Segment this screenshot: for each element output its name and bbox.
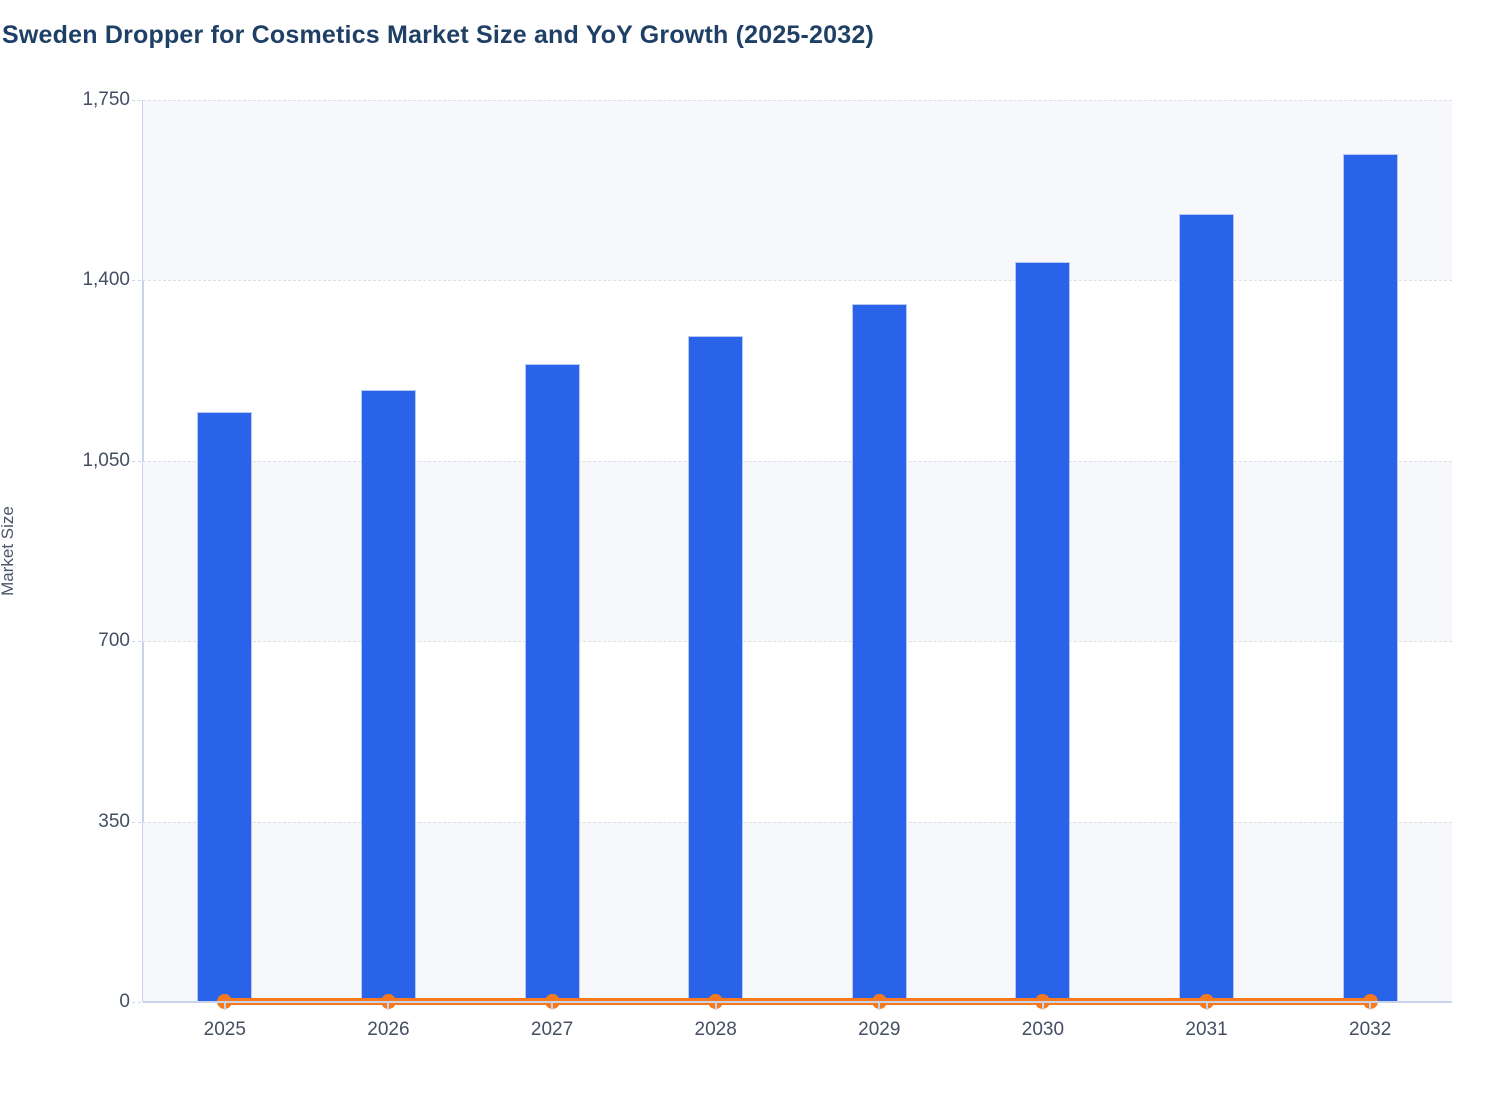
x-tick-label-2032: 2032 [1349, 1019, 1392, 1040]
x-tick-mark [1205, 1003, 1208, 1010]
y-tick-mark [132, 460, 141, 462]
y-tick-mark [132, 1002, 141, 1003]
x-tick-label-2025: 2025 [203, 1019, 246, 1040]
y-gridline [143, 821, 1452, 823]
bar-2025 [197, 411, 253, 1002]
y-tick-mark [132, 100, 141, 101]
y-axis-title: Market Size [0, 506, 17, 596]
y-tick-mark [132, 641, 141, 643]
chart-title: Sweden Dropper for Cosmetics Market Size… [2, 20, 874, 49]
y-tick-mark [132, 821, 141, 823]
bar-2027 [524, 363, 580, 1002]
y-tick-label: 1,050 [82, 449, 130, 471]
y-gridline [143, 460, 1452, 462]
plot-band [143, 821, 1452, 1002]
x-tick-mark [1041, 1003, 1044, 1010]
x-tick-mark [223, 1003, 226, 1010]
x-tick-label-2031: 2031 [1185, 1019, 1228, 1040]
plot-band [143, 100, 1452, 281]
plot-area [143, 100, 1452, 1009]
x-tick-label-2030: 2030 [1021, 1019, 1065, 1040]
x-tick-mark [551, 1003, 554, 1010]
bar-2026 [360, 389, 416, 1002]
y-gridline [143, 100, 1452, 101]
x-tick-mark [387, 1003, 390, 1010]
bar-2028 [688, 336, 744, 1002]
x-tick-mark [878, 1003, 881, 1010]
y-gridline [143, 280, 1452, 282]
x-tick-label-2027: 2027 [530, 1019, 574, 1040]
x-tick-mark [714, 1003, 717, 1010]
x-axis-line [143, 1001, 1452, 1003]
plot-band [143, 460, 1452, 642]
bar-2030 [1015, 262, 1071, 1002]
y-tick-mark [132, 280, 141, 282]
bar-2032 [1342, 154, 1398, 1002]
x-tick-mark [1369, 1003, 1372, 1010]
x-tick-label-2028: 2028 [694, 1019, 737, 1040]
bar-2031 [1179, 214, 1235, 1002]
y-tick-label: 1,750 [82, 89, 130, 110]
y-tick-label: 0 [119, 991, 130, 1012]
x-tick-label-2029: 2029 [858, 1019, 901, 1040]
y-gridline [143, 641, 1452, 643]
x-tick-label-2026: 2026 [367, 1019, 410, 1040]
bar-2029 [851, 303, 907, 1002]
y-tick-label: 350 [98, 810, 130, 832]
y-tick-label: 1,400 [82, 269, 130, 291]
y-tick-label: 700 [98, 630, 130, 652]
